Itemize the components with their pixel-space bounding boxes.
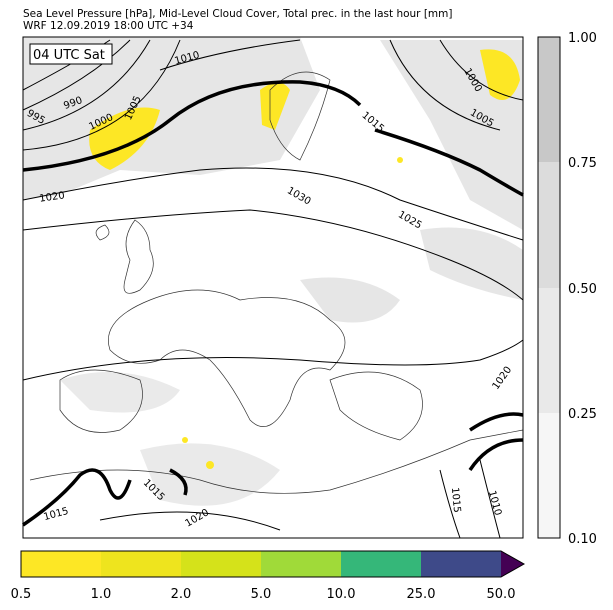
map-frame	[22, 36, 524, 539]
colorbar-segment	[341, 551, 421, 577]
coastline	[29, 71, 524, 494]
colorbar-segment	[538, 288, 560, 413]
colorbar-tick-label: 50.0	[487, 587, 516, 602]
colorbar-segment	[21, 551, 101, 577]
colorbar-segment	[101, 551, 181, 577]
colorbar-frame	[20, 550, 526, 578]
colorbar-tick-label: 0.5	[11, 587, 32, 602]
isobar-label: 1020	[39, 190, 66, 204]
colorbar-segment	[261, 551, 341, 577]
colorbar-tick-label: 0.50	[568, 282, 597, 297]
isobar-label: 1015	[449, 487, 462, 513]
colorbar-segment	[538, 413, 560, 538]
time-label: 04 UTC Sat	[33, 48, 105, 63]
isobar-1015	[22, 80, 524, 527]
colorbar-tick-label: 2.0	[171, 587, 192, 602]
precip-colorbar: 0.5 1.0 2.0 5.0 10.0 25.0 50.0	[11, 550, 526, 602]
colorbar-segment	[538, 37, 560, 162]
cloud-colorbar: 0.10 0.25 0.50 0.75 1.00	[537, 31, 597, 547]
map: 1010 990 995 1000 1005 1020 1015 1030 10…	[22, 36, 524, 539]
colorbar-tick-label: 5.0	[251, 587, 272, 602]
colorbar-extend	[501, 551, 524, 577]
colorbar-tick-label: 1.00	[568, 31, 597, 46]
title-line: Sea Level Pressure [hPa], Mid-Level Clou…	[23, 8, 453, 20]
colorbar-tick-label: 25.0	[407, 587, 436, 602]
colorbar-tick-label: 0.25	[568, 407, 597, 422]
colorbar-segment	[181, 551, 261, 577]
isobar	[22, 39, 524, 539]
colorbar-segment	[421, 551, 501, 577]
time-label-box	[29, 43, 113, 65]
subtitle-line: WRF 12.09.2019 18:00 UTC +34	[23, 20, 194, 32]
colorbar-tick-label: 1.0	[91, 587, 112, 602]
colorbar-tick-label: 0.75	[568, 156, 597, 171]
colorbar-frame	[537, 36, 561, 539]
colorbar-tick-label: 10.0	[327, 587, 356, 602]
colorbar-tick-label: 0.10	[568, 532, 597, 547]
colorbar-segment	[538, 162, 560, 288]
